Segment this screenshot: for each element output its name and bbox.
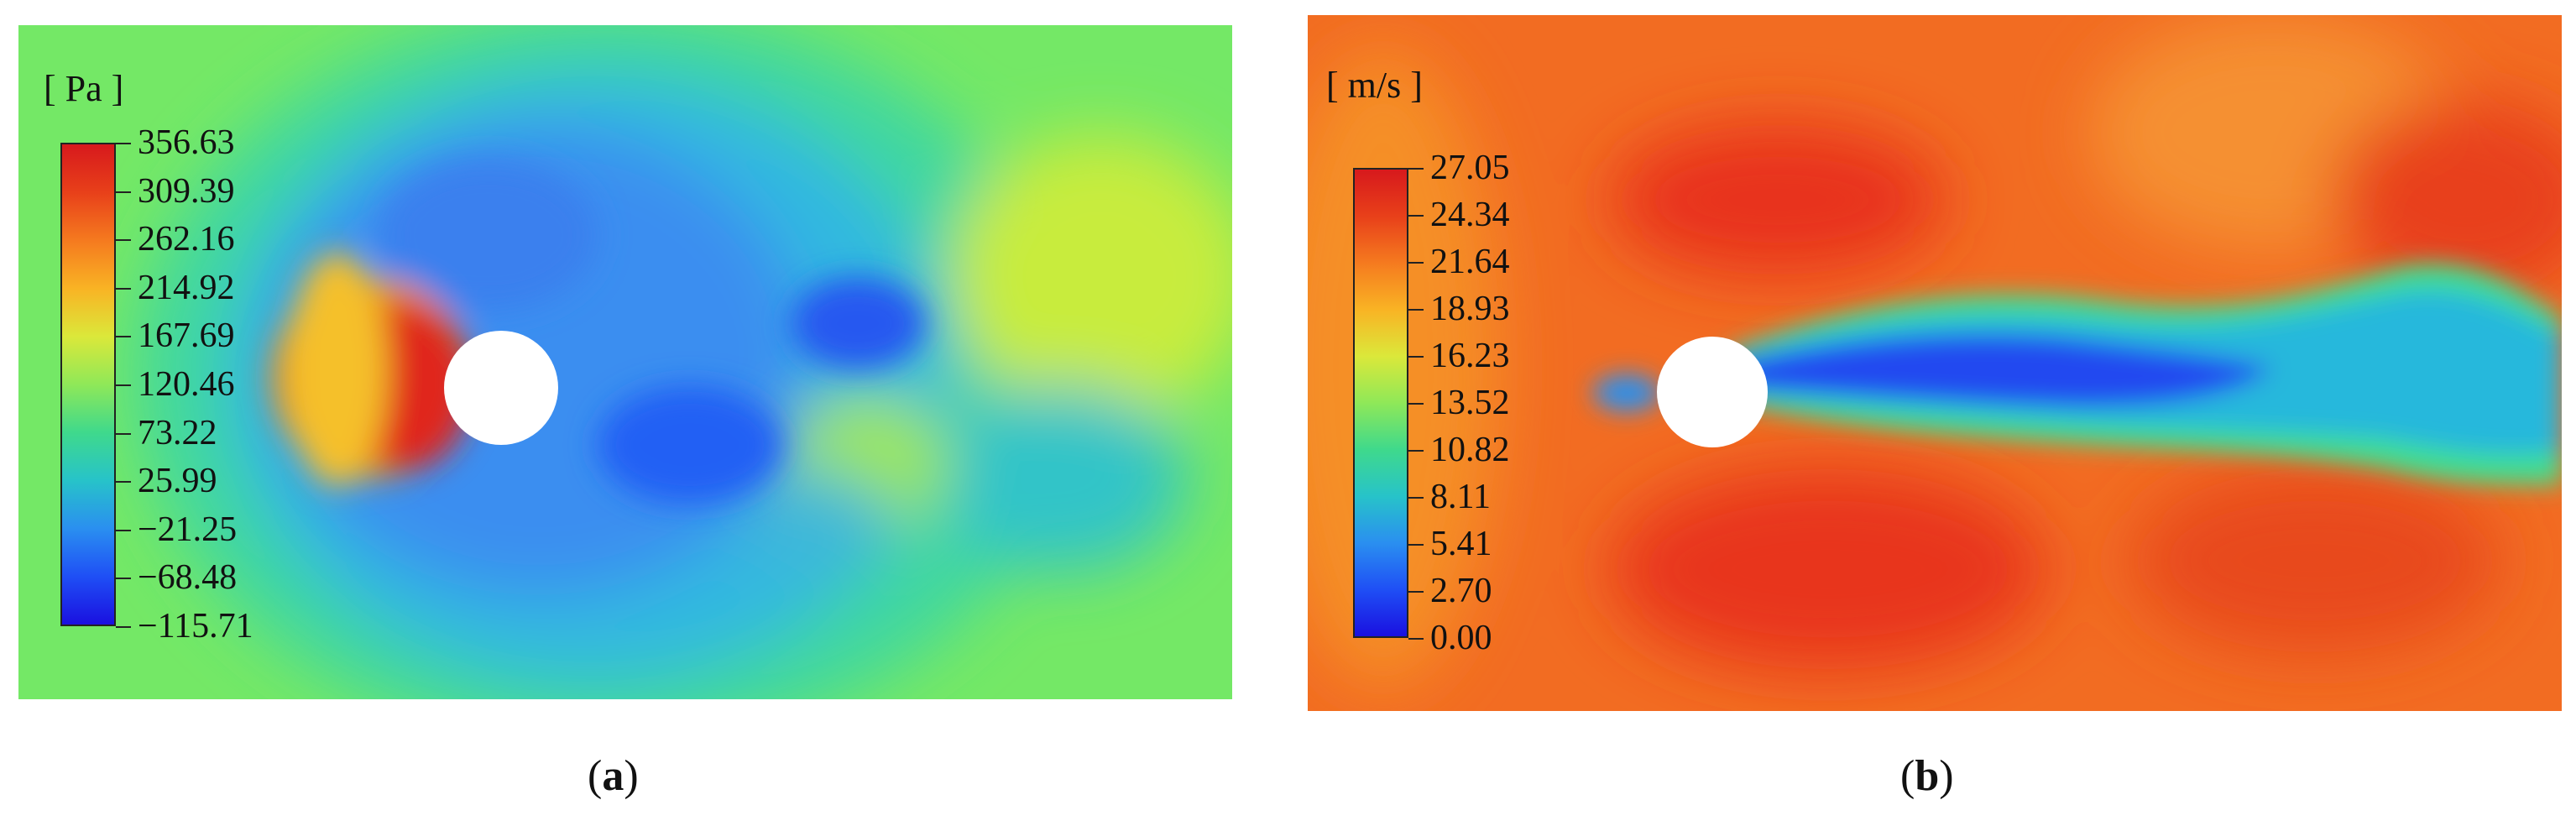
colorbar-tick-label: 25.99	[138, 462, 217, 501]
colorbar-tick	[1408, 215, 1424, 217]
colorbar-tick	[116, 239, 131, 242]
pressure-colorbar	[60, 143, 116, 626]
colorbar-tick-label: 24.34	[1430, 196, 1510, 234]
caption-open-paren: (	[588, 752, 603, 800]
colorbar-tick	[1408, 497, 1424, 499]
pressure-contour-panel: [ Pa ] 356.63 309.39 262.16 214.92 167.6…	[18, 25, 1232, 699]
caption-close-paren: )	[624, 752, 639, 800]
caption-open-paren: (	[1900, 752, 1915, 800]
colorbar-unit-label: [ Pa ]	[44, 68, 124, 109]
colorbar-tick	[116, 384, 131, 386]
colorbar-tick-label: 5.41	[1430, 525, 1492, 563]
colorbar-tick	[1408, 403, 1424, 405]
colorbar-tick-label: 18.93	[1430, 290, 1510, 328]
cylinder	[444, 331, 558, 445]
colorbar-tick-label: 8.11	[1430, 478, 1491, 516]
caption-letter: b	[1915, 752, 1940, 800]
colorbar-tick-label: 21.64	[1430, 243, 1510, 281]
colorbar-tick-label: 13.52	[1430, 384, 1510, 422]
colorbar-tick	[1408, 544, 1424, 546]
caption-a: (a)	[588, 751, 639, 801]
cylinder	[1657, 337, 1768, 447]
colorbar-tick-label: 120.46	[138, 365, 235, 404]
caption-close-paren: )	[1939, 752, 1954, 800]
colorbar-tick-label: −68.48	[138, 558, 238, 598]
colorbar-unit-label: [ m/s ]	[1326, 65, 1423, 106]
colorbar-tick-label: 167.69	[138, 316, 235, 356]
colorbar-tick-label: 214.92	[138, 268, 235, 307]
colorbar-tick	[116, 336, 131, 338]
colorbar-tick-label: −21.25	[138, 510, 238, 549]
pressure-field-image	[18, 25, 1232, 699]
colorbar-tick	[1408, 309, 1424, 311]
colorbar-tick-label: 2.70	[1430, 572, 1492, 610]
colorbar-tick	[116, 432, 131, 435]
colorbar-tick-label: 0.00	[1430, 619, 1492, 657]
colorbar-tick-label: 16.23	[1430, 337, 1510, 375]
colorbar-tick-label: 10.82	[1430, 431, 1510, 469]
colorbar-tick	[1408, 356, 1424, 358]
velocity-colorbar	[1353, 168, 1408, 638]
colorbar-tick	[116, 481, 131, 484]
colorbar-tick	[1408, 638, 1424, 640]
velocity-field-image	[1308, 15, 2562, 711]
colorbar-tick	[116, 626, 131, 628]
colorbar-tick	[116, 191, 131, 193]
caption-letter: a	[602, 752, 624, 800]
colorbar-tick	[116, 287, 131, 290]
colorbar-tick	[1408, 262, 1424, 264]
colorbar-tick	[116, 529, 131, 531]
colorbar-tick-label: −115.71	[138, 607, 253, 646]
colorbar-tick-label: 73.22	[138, 413, 217, 452]
colorbar-tick	[116, 578, 131, 580]
velocity-contour-panel: [ m/s ] 27.05 24.34 21.64 18.93 16.23 13…	[1308, 15, 2562, 711]
colorbar-tick	[1408, 591, 1424, 593]
colorbar-tick	[1408, 450, 1424, 452]
colorbar-tick-label: 262.16	[138, 220, 235, 259]
colorbar-tick-label: 356.63	[138, 123, 235, 162]
caption-b: (b)	[1900, 751, 1954, 801]
colorbar-tick-label: 309.39	[138, 171, 235, 211]
colorbar-tick	[1408, 168, 1424, 170]
colorbar-tick	[116, 143, 131, 144]
colorbar-tick-label: 27.05	[1430, 149, 1510, 187]
